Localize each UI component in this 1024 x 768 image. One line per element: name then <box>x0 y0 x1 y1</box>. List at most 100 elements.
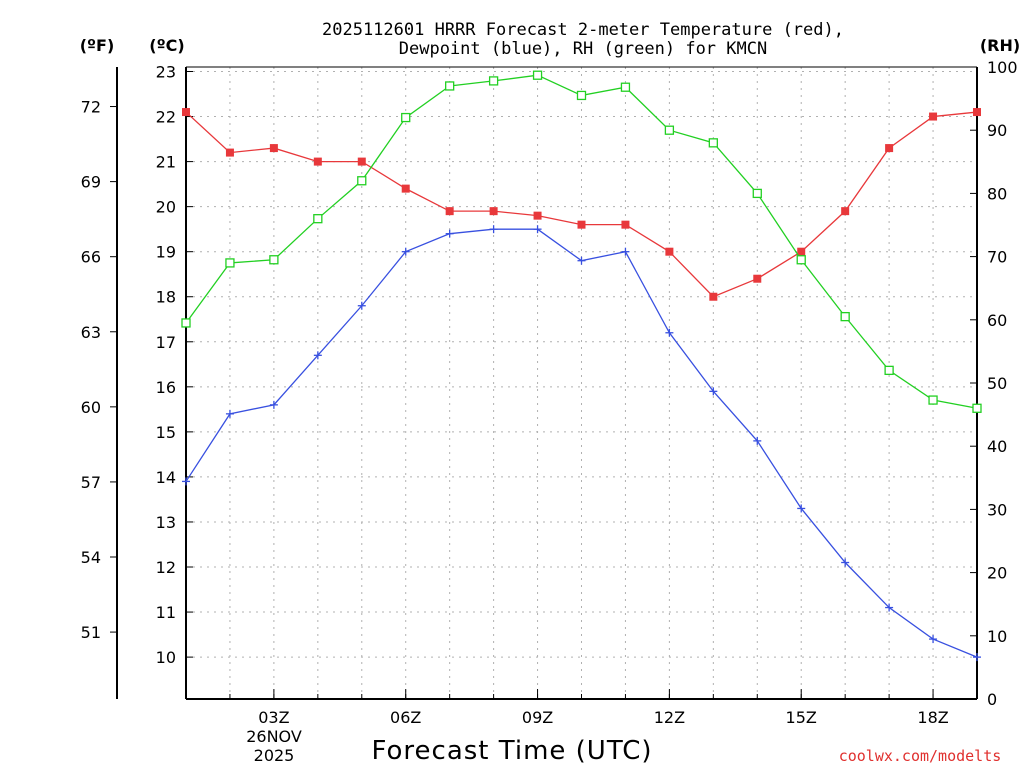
rh-point <box>752 188 762 199</box>
dewpoint-point <box>841 558 850 567</box>
rh-point <box>576 90 587 101</box>
rh-point <box>225 258 235 268</box>
rh-line <box>185 74 978 409</box>
credit-link[interactable]: coolwx.com/modelts <box>839 747 1002 765</box>
temperature-point <box>182 108 190 117</box>
chart-title-line2: Dewpoint (blue), RH (green) for KMCN <box>399 39 767 59</box>
rh-point <box>401 112 411 123</box>
x-tick-label: 15Z <box>786 708 817 727</box>
temperature-point <box>841 207 850 216</box>
axes: 10 11 12 13 14 15 16 17 18 19 20 21 22 23 51 54 57 60 63 66… <box>81 58 1018 727</box>
temperature-point <box>709 292 718 301</box>
rh-tick-label: 70 <box>987 248 1007 267</box>
celsius-unit-label: (ºC) <box>149 36 184 55</box>
celsius-tick-label: 10 <box>156 648 176 667</box>
rh-tick-label: 50 <box>987 374 1007 393</box>
temperature-line <box>185 111 978 298</box>
celsius-tick-label: 12 <box>156 558 176 577</box>
celsius-tick-label: 15 <box>156 423 176 442</box>
temperature-point <box>885 144 894 153</box>
rh-point <box>620 82 631 92</box>
x-axis-title: Forecast Time (UTC) <box>371 736 652 766</box>
rh-tick-label: 90 <box>987 121 1007 140</box>
rh-point <box>269 255 279 265</box>
dewpoint-point <box>797 504 806 513</box>
fahrenheit-unit-label: (ºF) <box>80 36 115 55</box>
dewpoint-point <box>973 653 981 662</box>
rh-point <box>972 403 982 413</box>
celsius-tick-label: 18 <box>156 288 176 307</box>
celsius-tick-label: 14 <box>156 468 176 487</box>
celsius-tick-label: 16 <box>156 378 176 397</box>
dewpoint-point <box>225 409 234 418</box>
temperature-point <box>665 247 674 256</box>
dewpoint-point <box>313 351 322 360</box>
x-tick-label: 18Z <box>917 708 948 727</box>
temperature-point <box>445 207 454 216</box>
fahrenheit-tick-label: 63 <box>81 323 101 342</box>
temperature-point <box>973 108 981 117</box>
rh-tick-label: 60 <box>987 311 1007 330</box>
dewpoint-point <box>489 225 498 234</box>
rh-tick-label: 20 <box>987 564 1007 583</box>
dewpoint-point <box>182 477 190 486</box>
data-series <box>181 70 982 662</box>
temperature-point <box>357 157 366 166</box>
rh-point <box>445 81 455 91</box>
celsius-tick-label: 13 <box>156 513 176 532</box>
temperature-point <box>577 220 586 229</box>
fahrenheit-tick-label: 69 <box>81 173 101 192</box>
date-label-day: 26NOV <box>246 727 302 746</box>
dewpoint-point <box>357 301 366 310</box>
temperature-point <box>489 207 498 216</box>
rh-unit-label: (RH) <box>980 36 1020 55</box>
rh-tick-label: 0 <box>987 690 997 709</box>
temperature-point <box>401 184 410 193</box>
dewpoint-point <box>533 225 542 234</box>
dewpoint-point <box>929 635 938 644</box>
rh-point <box>708 138 718 148</box>
rh-point <box>357 176 367 186</box>
temperature-point <box>225 148 234 157</box>
temperature-point <box>533 211 542 220</box>
x-tick-label: 06Z <box>390 708 421 727</box>
celsius-tick-label: 17 <box>156 333 176 352</box>
rh-point <box>664 125 675 135</box>
x-tick-label: 03Z <box>258 708 289 727</box>
dewpoint-point <box>885 603 894 612</box>
rh-tick-label: 10 <box>987 627 1007 646</box>
rh-point <box>532 70 543 80</box>
rh-point <box>928 395 938 405</box>
dewpoint-point <box>269 400 278 409</box>
date-label-year: 2025 <box>254 746 295 765</box>
celsius-tick-label: 23 <box>156 63 176 82</box>
rh-tick-label: 40 <box>987 437 1007 456</box>
rh-point <box>181 318 191 328</box>
celsius-tick-label: 20 <box>156 198 176 217</box>
fahrenheit-tick-label: 57 <box>81 473 101 492</box>
chart-title-line1: 2025112601 HRRR Forecast 2-meter Tempera… <box>322 20 844 40</box>
celsius-tick-label: 22 <box>156 108 176 127</box>
temperature-point <box>313 157 322 166</box>
dewpoint-point <box>401 247 410 256</box>
fahrenheit-tick-label: 66 <box>81 248 101 267</box>
rh-point <box>796 255 806 265</box>
dewpoint-point <box>577 256 586 265</box>
fahrenheit-tick-label: 72 <box>81 98 101 117</box>
temperature-point <box>753 274 762 283</box>
temperature-point <box>797 247 806 256</box>
x-tick-label: 12Z <box>654 708 685 727</box>
rh-point <box>313 214 323 224</box>
rh-point <box>488 76 499 86</box>
temperature-point <box>929 112 938 121</box>
fahrenheit-tick-label: 54 <box>81 548 101 567</box>
celsius-tick-label: 21 <box>156 153 176 172</box>
celsius-tick-label: 11 <box>156 603 176 622</box>
fahrenheit-tick-label: 60 <box>81 398 101 417</box>
temperature-point <box>269 144 278 153</box>
rh-tick-label: 30 <box>987 500 1007 519</box>
rh-point <box>884 365 894 376</box>
dewpoint-point <box>753 436 762 445</box>
dewpoint-point <box>665 328 674 337</box>
